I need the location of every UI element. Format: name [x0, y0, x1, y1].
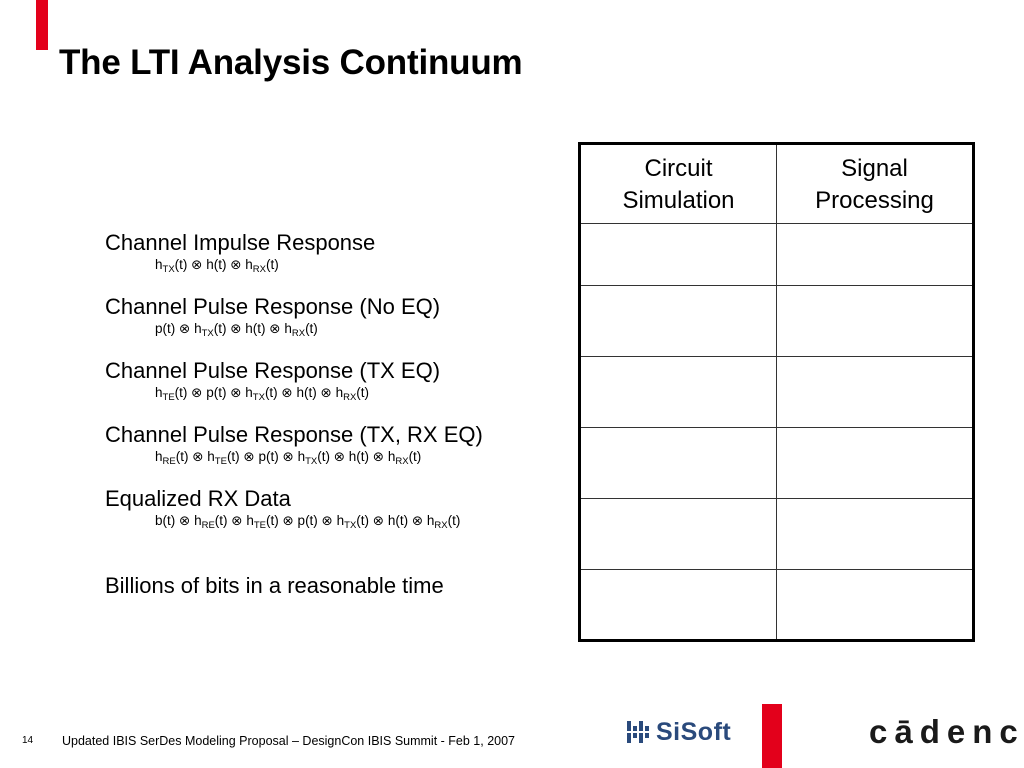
item-label: Channel Pulse Response (TX, RX EQ) [105, 422, 483, 447]
table-row [579, 285, 974, 357]
table-row [579, 427, 974, 499]
table-row [579, 223, 974, 286]
item-label: Billions of bits in a reasonable time [105, 573, 444, 598]
header-line: Processing [815, 187, 934, 214]
formula-subscript: TE [162, 392, 175, 403]
list-item: Channel Impulse Response hTX(t) ⊗ h(t) ⊗… [105, 230, 375, 274]
formula-term: hTX(t) ⊗ h(t) ⊗ [336, 513, 427, 531]
table-cell [776, 498, 974, 570]
formula-term: hRX(t) [387, 449, 422, 467]
table-cell [776, 427, 974, 499]
formula-term: hRX(t) [335, 385, 370, 403]
formula-subscript: TX [344, 520, 357, 531]
table-row [579, 498, 974, 570]
table-cell [776, 569, 974, 641]
header-line: Circuit [644, 155, 713, 182]
formula-term: hRX(t) [426, 513, 461, 531]
header-signal-processing: Signal Processing [776, 143, 974, 224]
table-cell [579, 223, 777, 286]
formula-term: hTE(t) ⊗ p(t) ⊗ [155, 385, 246, 403]
table-cell [579, 285, 777, 357]
table-cell [579, 569, 777, 641]
formula-subscript: RX [343, 392, 357, 403]
formula-term: p(t) ⊗ hTX(t) ⊗ h(t) ⊗ [155, 321, 285, 339]
list-item: Billions of bits in a reasonable time [105, 573, 444, 599]
table-cell [776, 356, 974, 428]
formula-term: hTX(t) ⊗ h(t) ⊗ [155, 257, 246, 275]
list-item: Channel Pulse Response (TX, RX EQ) hRE(t… [105, 422, 483, 466]
list-item: Equalized RX Data b(t) ⊗ hRE(t) ⊗ hTE(t)… [105, 486, 460, 530]
table-header-row: Circuit Simulation Signal Processing [579, 143, 974, 224]
formula-subscript: TE [253, 520, 266, 531]
item-formula: p(t) ⊗ hTX(t) ⊗ h(t) ⊗ hRX(t) [105, 320, 440, 338]
footer-text: Updated IBIS SerDes Modeling Proposal – … [62, 734, 516, 748]
table-cell [776, 223, 974, 286]
list-item: Channel Pulse Response (No EQ) p(t) ⊗ hT… [105, 294, 440, 338]
header-line: Signal [841, 155, 908, 182]
table-cell [579, 498, 777, 570]
formula-subscript: RX [395, 456, 409, 467]
list-item: Channel Pulse Response (TX EQ) hTE(t) ⊗ … [105, 358, 440, 402]
formula-subscript: RX [434, 520, 448, 531]
formula-term: hTE(t) ⊗ p(t) ⊗ [246, 513, 337, 531]
header-line: Simulation [622, 187, 735, 214]
item-formula: b(t) ⊗ hRE(t) ⊗ hTE(t) ⊗ p(t) ⊗ hTX(t) ⊗… [105, 512, 460, 530]
item-formula: hRE(t) ⊗ hTE(t) ⊗ p(t) ⊗ hTX(t) ⊗ h(t) ⊗… [105, 448, 483, 466]
formula-term: hTX(t) ⊗ h(t) ⊗ [245, 385, 336, 403]
formula-term: hRX(t) [245, 257, 279, 275]
cadence-wordmark: cādence [869, 713, 1024, 750]
table-row [579, 356, 974, 428]
accent-bar-bottom [762, 704, 782, 768]
item-label: Channel Pulse Response (TX EQ) [105, 358, 441, 383]
item-formula: hTE(t) ⊗ p(t) ⊗ hTX(t) ⊗ h(t) ⊗ hRX(t) [105, 384, 440, 402]
formula-term: hTE(t) ⊗ p(t) ⊗ [207, 449, 298, 467]
formula-subscript: TE [214, 456, 227, 467]
table-cell [776, 285, 974, 357]
table-cell [579, 356, 777, 428]
formula-term: hRX(t) [284, 321, 318, 339]
item-formula: hTX(t) ⊗ h(t) ⊗ hRX(t) [105, 256, 375, 274]
sisoft-mark-icon [627, 721, 649, 743]
formula-subscript: TX [162, 264, 175, 275]
formula-subscript: RE [162, 456, 176, 467]
sisoft-logo: SiSoft [627, 717, 731, 747]
comparison-table: Circuit Simulation Signal Processing [578, 142, 975, 642]
sisoft-wordmark: SiSoft [656, 717, 732, 746]
formula-subscript: RX [252, 264, 266, 275]
accent-bar-top [36, 0, 48, 50]
item-label: Channel Pulse Response (No EQ) [105, 294, 441, 319]
formula-subscript: RX [291, 328, 306, 339]
formula-subscript: RE [201, 520, 215, 531]
table-cell [579, 427, 777, 499]
formula-subscript: TX [305, 456, 318, 467]
formula-subscript: TX [252, 392, 265, 403]
table-row [579, 569, 974, 641]
formula-term: hTX(t) ⊗ h(t) ⊗ [297, 449, 388, 467]
item-label: Equalized RX Data [105, 486, 291, 511]
slide-title: The LTI Analysis Continuum [59, 43, 523, 82]
formula-term: b(t) ⊗ hRE(t) ⊗ [155, 513, 247, 531]
item-label: Channel Impulse Response [105, 230, 376, 255]
cadence-logo: cādence™ [869, 713, 1024, 751]
formula-subscript: TX [201, 328, 214, 339]
formula-term: hRE(t) ⊗ [155, 449, 208, 467]
page-number: 14 [22, 735, 34, 746]
header-circuit-simulation: Circuit Simulation [579, 143, 777, 224]
